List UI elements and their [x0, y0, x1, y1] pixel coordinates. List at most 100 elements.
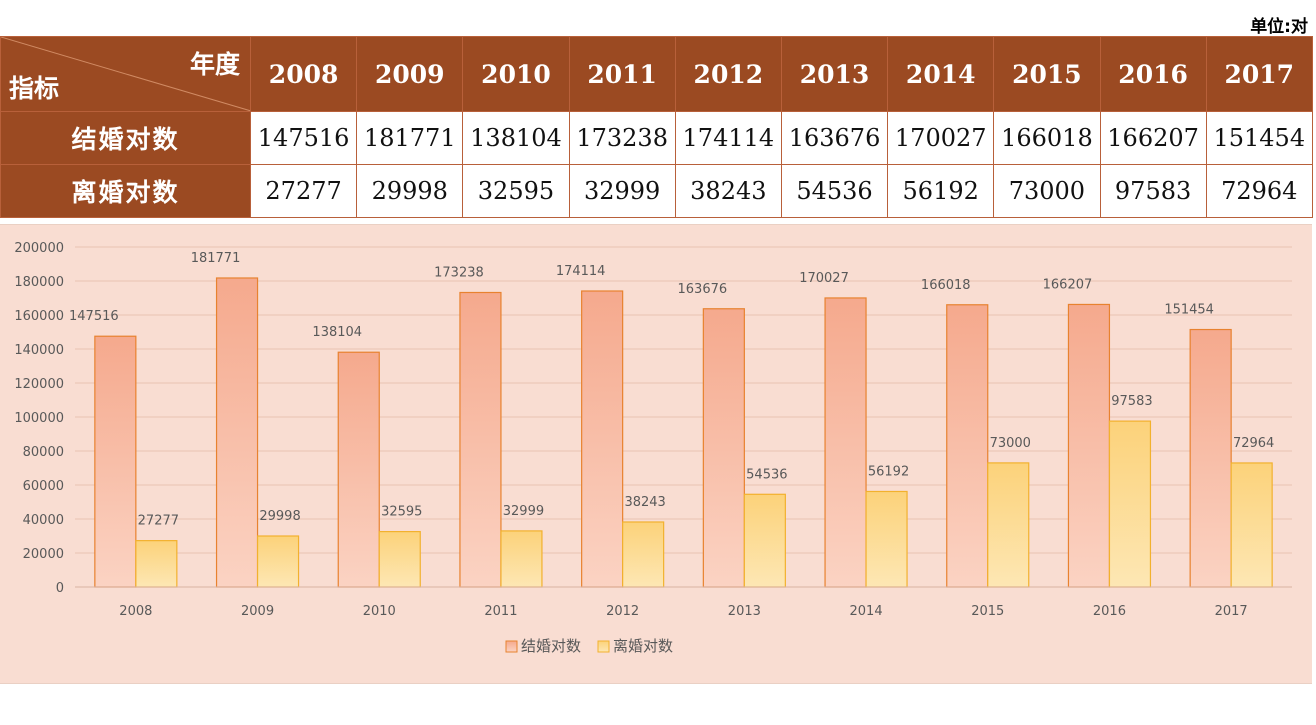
legend: 结婚对数 离婚对数 [505, 637, 673, 655]
bar-divorces [1108, 420, 1152, 588]
data-labels: 147516 27277 181771 29998 138104 32595 173238 3… [69, 251, 1274, 529]
table-cell: 29998 [356, 164, 464, 218]
x-tick-label: 2015 [971, 604, 1004, 619]
year-header: 2010 [462, 36, 570, 112]
data-label: 73000 [990, 436, 1031, 451]
x-tick-label: 2008 [119, 604, 152, 619]
bar-chart: 0 20000 40000 60000 80000 100000 120000 140000 1… [14, 241, 1292, 655]
table-cell: 32999 [568, 164, 676, 218]
x-axis: 2008 2009 2010 2011 2012 2013 2014 2015 2016 2017 [75, 586, 1292, 619]
y-axis: 0 20000 40000 60000 80000 100000 120000 140000 1… [14, 241, 64, 596]
table-cell: 27277 [249, 164, 358, 218]
bar-marriages [1067, 303, 1111, 588]
data-label: 163676 [678, 282, 728, 297]
bar-marriages [824, 297, 867, 588]
x-tick-label: 2012 [606, 604, 639, 619]
data-label: 97583 [1111, 394, 1152, 409]
y-tick-label: 40000 [23, 513, 64, 528]
data-label: 56192 [868, 464, 909, 479]
table-cell: 72964 [1205, 164, 1313, 218]
y-tick-label: 120000 [14, 377, 64, 392]
y-tick-label: 100000 [14, 411, 64, 426]
row-label-divorces: 离婚对数 [0, 164, 251, 218]
bar-divorces [1230, 462, 1273, 588]
data-label: 166018 [921, 278, 971, 293]
data-table: 年度 指标 2008 2009 2010 2011 2012 2013 2014… [0, 36, 1313, 218]
bar-divorces [865, 490, 908, 588]
table-cell: 166018 [993, 111, 1101, 165]
bars [94, 277, 1273, 588]
bar-marriages [94, 335, 137, 588]
bar-marriages [702, 308, 745, 588]
year-header: 2012 [674, 36, 782, 112]
x-tick-label: 2017 [1215, 604, 1248, 619]
bar-divorces [256, 535, 300, 588]
table-cell: 166207 [1099, 111, 1207, 165]
data-label: 32999 [503, 504, 544, 519]
year-header: 2008 [249, 36, 358, 112]
x-tick-label: 2010 [363, 604, 396, 619]
table-header-row: 年度 指标 2008 2009 2010 2011 2012 2013 2014… [0, 36, 1313, 112]
data-label: 170027 [799, 271, 849, 286]
row-label-marriages: 结婚对数 [0, 111, 251, 165]
year-header: 2011 [568, 36, 676, 112]
corner-header-indicator: 指标 [9, 74, 60, 103]
table-cell: 151454 [1205, 111, 1313, 165]
bar-marriages [581, 290, 624, 588]
year-header: 2017 [1205, 36, 1313, 112]
table-cell: 56192 [887, 164, 995, 218]
table-cell: 174114 [674, 111, 782, 165]
data-label: 181771 [191, 251, 241, 266]
legend-label: 结婚对数 [521, 637, 581, 655]
year-header: 2009 [356, 36, 464, 112]
bar-divorces [135, 540, 178, 588]
data-label: 72964 [1233, 436, 1274, 451]
data-label: 38243 [624, 495, 665, 510]
x-tick-label: 2009 [241, 604, 274, 619]
data-label: 151454 [1164, 303, 1214, 318]
data-label: 173238 [434, 265, 484, 280]
corner-header-year: 年度 [189, 50, 240, 79]
table-cell: 73000 [993, 164, 1101, 218]
year-header: 2015 [993, 36, 1101, 112]
table-cell: 97583 [1099, 164, 1207, 218]
data-label: 174114 [556, 264, 606, 279]
table-cell: 138104 [462, 111, 570, 165]
data-label: 147516 [69, 309, 119, 324]
bar-divorces [378, 530, 421, 588]
y-tick-label: 20000 [23, 547, 64, 562]
table-cell: 181771 [356, 111, 464, 165]
y-tick-label: 60000 [23, 479, 64, 494]
bar-divorces [987, 462, 1030, 588]
y-tick-label: 140000 [14, 343, 64, 358]
data-label: 54536 [746, 467, 787, 482]
data-label: 27277 [138, 514, 179, 529]
year-header: 2013 [780, 36, 889, 112]
x-tick-label: 2016 [1093, 604, 1126, 619]
table-cell: 147516 [249, 111, 358, 165]
data-label: 29998 [259, 509, 300, 524]
y-tick-label: 200000 [14, 241, 64, 256]
y-tick-label: 80000 [23, 445, 64, 460]
corner-diagonal [1, 37, 250, 111]
bar-marriages [459, 291, 502, 588]
year-header: 2016 [1099, 36, 1207, 112]
y-tick-label: 180000 [14, 275, 64, 290]
bar-marriages [1189, 328, 1232, 588]
y-tick-label: 160000 [14, 309, 64, 324]
table-cell: 32595 [462, 164, 570, 218]
table-cell: 38243 [674, 164, 782, 218]
bar-marriages [337, 351, 380, 588]
x-tick-label: 2013 [728, 604, 761, 619]
unit-label: 单位:对 [1250, 17, 1308, 37]
data-label: 32595 [381, 505, 422, 520]
bar-marriages [215, 277, 259, 588]
chart-area: 0 20000 40000 60000 80000 100000 120000 140000 1… [0, 224, 1312, 684]
y-tick-label: 0 [56, 581, 64, 596]
bar-divorces [622, 521, 665, 588]
data-label: 166207 [1043, 277, 1093, 292]
legend-label: 离婚对数 [613, 637, 673, 655]
table-cell: 170027 [887, 111, 995, 165]
table-cell: 54536 [780, 164, 889, 218]
table-cell: 173238 [568, 111, 676, 165]
